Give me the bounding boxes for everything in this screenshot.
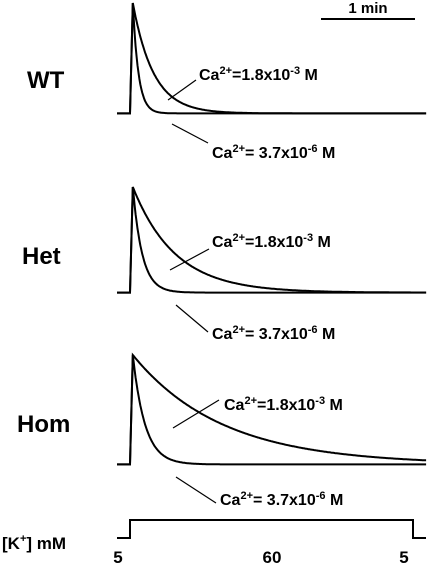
series-label: Ca2+=1.8x10-3 M (212, 232, 331, 251)
trace-wt-low-ca (117, 2, 427, 115)
panel-label-het: Het (22, 243, 61, 270)
stimulus-label: [K+] mM (2, 533, 66, 553)
traces (117, 2, 427, 466)
stimulus-level-high: 60 (263, 548, 282, 564)
series-label: Ca2+= 3.7x10-6 M (220, 490, 343, 509)
series-label: Ca2+= 3.7x10-6 M (212, 324, 335, 343)
leader-line (172, 399, 220, 429)
stimulus-level-start: 5 (113, 548, 122, 564)
leader-line (169, 248, 210, 271)
series-label: Ca2+=1.8x10-3 M (199, 65, 318, 84)
trace-hom-high-ca (117, 352, 427, 466)
callouts: Ca2+=1.8x10-3 M Ca2+= 3.7x10-6 M Ca2+=1.8x… (167, 65, 343, 509)
stimulus-trace (117, 519, 426, 539)
panel-label-hom: Hom (17, 411, 70, 438)
leader-line (175, 476, 217, 504)
leader-line (171, 123, 209, 144)
scale-bar-label: 1 min (348, 0, 387, 17)
trace-hom-low-ca (117, 354, 427, 466)
stimulus-level-end: 5 (399, 548, 408, 564)
leader-line (167, 79, 197, 101)
trace-het-low-ca (117, 186, 427, 294)
series-label: Ca2+= 3.7x10-6 M (212, 143, 335, 162)
series-label: Ca2+=1.8x10-3 M (224, 395, 343, 414)
leader-line (175, 304, 209, 333)
panel-label-wt: WT (27, 67, 65, 94)
